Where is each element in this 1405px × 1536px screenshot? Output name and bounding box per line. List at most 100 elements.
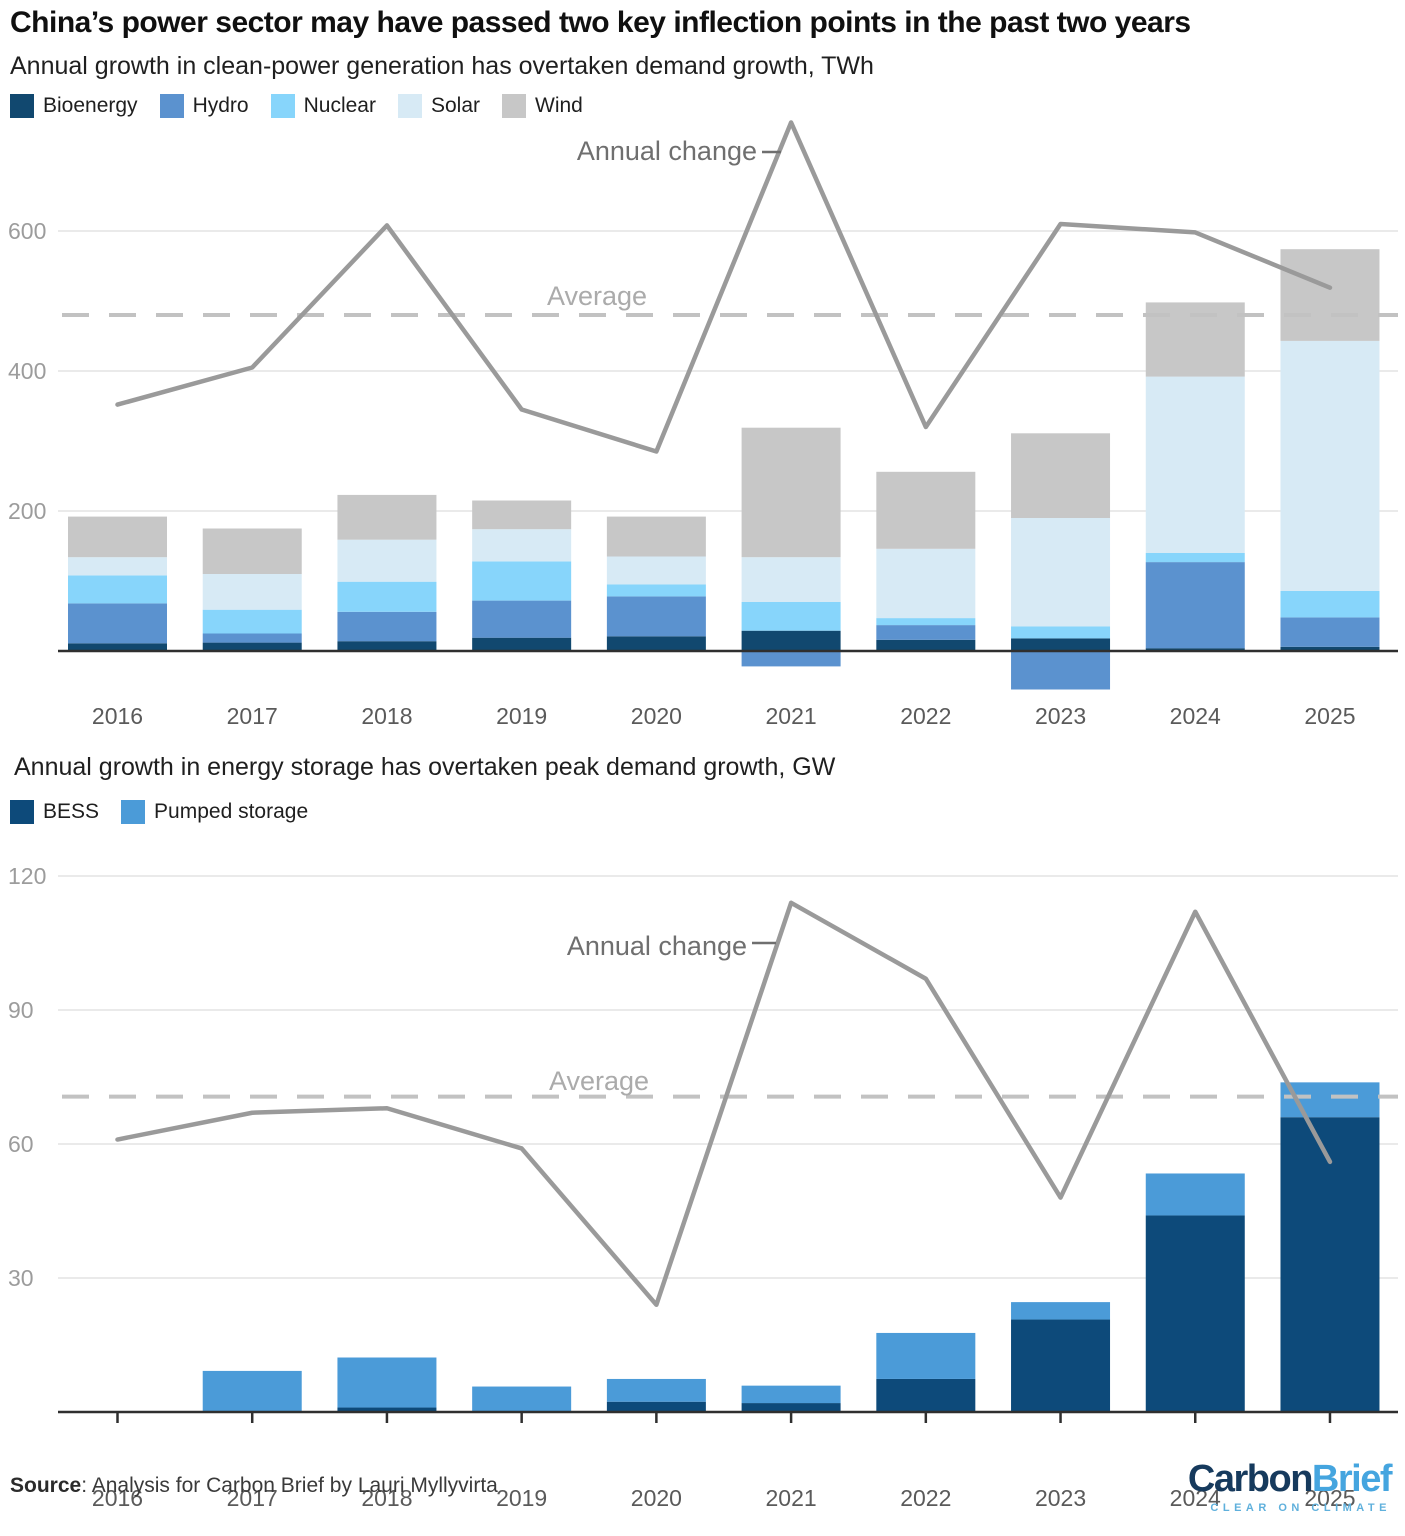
bar-segment [1280, 340, 1380, 591]
bar-segment [1145, 553, 1245, 563]
legend-item-bess: BESS [10, 800, 99, 824]
legend-label: Hydro [192, 94, 249, 117]
x-labels: 2016 2017 2018 2019 2020 2021 2022 2023 2024 2025 [92, 703, 1356, 729]
bar-segment [337, 494, 437, 540]
chart1-title: Annual growth in clean-power generation … [10, 52, 874, 80]
bar-segment [606, 636, 706, 651]
annual-change-line [115, 900, 1333, 1308]
chart-2: 30 60 90 120 2016 2017 2018 2019 2020 2021 2022 202… [8, 863, 1398, 1511]
svg-text:2023: 2023 [1035, 703, 1086, 729]
bar-segment [202, 642, 302, 651]
bar-segment [606, 1378, 706, 1402]
stacked-bars [202, 1082, 1380, 1412]
bar-segment [1145, 562, 1245, 649]
bar-segment [202, 633, 302, 643]
legend-label: Wind [535, 94, 583, 117]
bar-segment [741, 602, 841, 631]
svg-text:2022: 2022 [900, 1485, 951, 1511]
legend-item-nuclear: Nuclear [270, 94, 376, 118]
bar-segment [337, 641, 437, 651]
source-label: Source [10, 1474, 82, 1497]
bar-segment [202, 574, 302, 610]
bar-segment [876, 1332, 976, 1379]
bar-segment [876, 1378, 976, 1412]
bar-segment [1011, 638, 1111, 651]
svg-text:2019: 2019 [496, 703, 547, 729]
legend-item-pumped-storage: Pumped storage [121, 800, 308, 824]
svg-text:2023: 2023 [1035, 1485, 1086, 1511]
svg-text:2016: 2016 [92, 703, 143, 729]
carbon-brief-logo: CarbonBrief CLEAR ON CLIMATE [1187, 1458, 1393, 1514]
bar-segment [472, 529, 572, 562]
bar-segment [1011, 1302, 1111, 1320]
bar-segment [606, 556, 706, 585]
svg-text:600: 600 [8, 218, 46, 244]
bar-segment [1280, 590, 1380, 618]
nuclear-swatch [270, 94, 295, 118]
solar-swatch [397, 94, 422, 118]
svg-text:400: 400 [8, 358, 46, 384]
bar-segment [1280, 617, 1380, 647]
legend-item-solar: Solar [397, 94, 480, 118]
average-label: Average [547, 281, 647, 311]
bar-segment [876, 618, 976, 626]
bar-segment [1145, 376, 1245, 553]
chart2-title: Annual growth in energy storage has over… [14, 753, 836, 781]
average-label: Average [549, 1066, 649, 1096]
svg-text:2020: 2020 [631, 1485, 682, 1511]
bar-segment [1280, 1117, 1380, 1412]
chart2-legend: BESS Pumped storage [10, 800, 308, 824]
bar-segment [337, 539, 437, 582]
bar-segment [1011, 651, 1111, 690]
logo-carbon: Carbon [1187, 1458, 1314, 1500]
bar-segment [68, 516, 167, 558]
bar-segment [876, 639, 976, 651]
source-text: : Analysis for Carbon Brief by Lauri Myl… [81, 1474, 498, 1497]
legend-label: Bioenergy [43, 94, 138, 117]
wind-swatch [502, 94, 526, 118]
hydro-swatch [159, 94, 184, 118]
bar-segment [68, 575, 167, 604]
svg-text:2020: 2020 [631, 703, 682, 729]
bar-segment [741, 1385, 841, 1404]
source-note: Source: Analysis for Carbon Brief by Lau… [10, 1474, 498, 1498]
svg-text:30: 30 [8, 1265, 34, 1291]
bar-segment [1280, 249, 1380, 341]
bar-segment [876, 548, 976, 619]
bar-segment [202, 528, 302, 574]
bar-segment [472, 1386, 572, 1412]
bar-segment [1145, 648, 1245, 651]
bar-segment [741, 427, 841, 558]
bar-segment [68, 557, 167, 576]
bar-segment [606, 1401, 706, 1412]
bar-segment [1280, 646, 1380, 651]
bar-segment [472, 600, 572, 638]
bar-segment [1011, 518, 1111, 627]
logo-brief: Brief [1311, 1458, 1393, 1500]
bar-segment [741, 1403, 841, 1412]
page-title: China’s power sector may have passed two… [10, 6, 1191, 39]
legend-label: Solar [430, 94, 480, 117]
bar-segment [68, 603, 167, 644]
svg-text:90: 90 [8, 997, 34, 1023]
bar-segment [876, 625, 976, 640]
svg-text:2025: 2025 [1304, 703, 1355, 729]
bar-segment [1145, 1215, 1245, 1412]
bar-segment [1011, 433, 1111, 518]
bar-segment [337, 611, 437, 642]
bar-segment [606, 516, 706, 557]
bar-segment [1011, 626, 1111, 639]
bar-segment [337, 581, 437, 612]
svg-text:2024: 2024 [1170, 1485, 1221, 1511]
legend-label: Pumped storage [154, 800, 309, 823]
bioenergy-swatch [10, 94, 34, 118]
bar-segment [472, 637, 572, 651]
svg-text:2018: 2018 [361, 1485, 412, 1511]
legend-item-wind: Wind [502, 94, 583, 118]
x-labels: 2016 2017 2018 2019 2020 2021 2022 2023 2024 2025 [92, 1485, 1356, 1511]
bar-segment [876, 471, 976, 549]
logo-tagline: CLEAR ON CLIMATE [1210, 1502, 1391, 1514]
svg-text:200: 200 [8, 498, 46, 524]
bar-segment [472, 561, 572, 601]
